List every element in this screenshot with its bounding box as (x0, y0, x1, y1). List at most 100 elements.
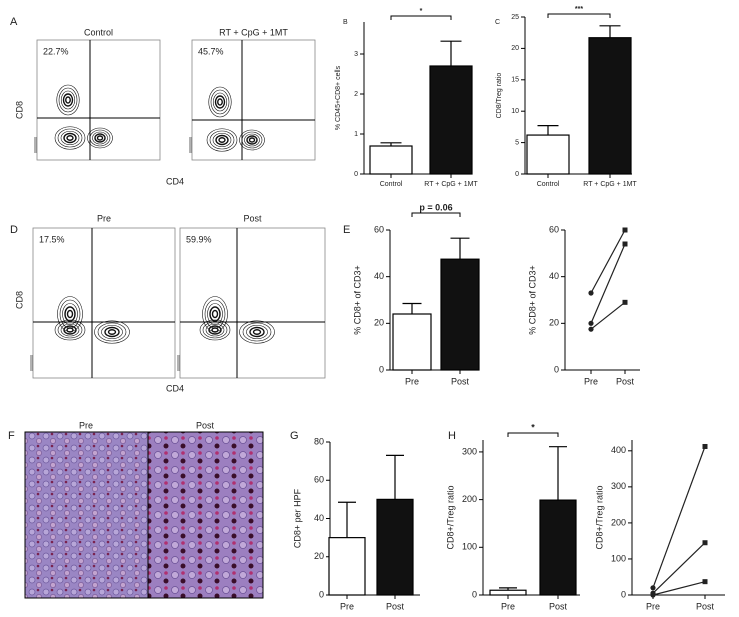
contour (215, 134, 229, 146)
plot-frame (191, 39, 316, 161)
y-tick-label: 60 (314, 475, 324, 485)
y-tick-label: 400 (611, 445, 626, 455)
contour (248, 137, 256, 143)
bar (392, 313, 432, 371)
histology-image (147, 431, 264, 599)
panel-letter: B (343, 19, 348, 26)
chart: H 0 100 200 300 CD8+/Treg ratio Pre Post * (445, 422, 580, 611)
bar (429, 65, 473, 175)
x-tick-label: Pre (584, 376, 598, 386)
contour (205, 323, 225, 337)
significance-label: p = 0.06 (419, 202, 452, 212)
x-tick-label: Post (549, 601, 568, 611)
contour (60, 90, 76, 110)
y-tick-label: 40 (549, 271, 559, 281)
contour (199, 319, 231, 341)
image-title: Post (196, 420, 215, 430)
plot-title: Pre (97, 213, 111, 223)
point (622, 241, 628, 247)
plot-title: RT + CpG + 1MT (219, 27, 288, 37)
y-tick-label: 0 (354, 171, 358, 178)
y-tick-label: 100 (611, 553, 626, 563)
x-tick-label: RT + CpG + 1MT (424, 181, 478, 188)
y-axis-label: % CD45+CD8+ cells (335, 65, 342, 130)
bar (328, 537, 366, 596)
y-tick-label: 300 (611, 481, 626, 491)
quadrant-percent: 22.7% (43, 46, 69, 56)
contour (104, 326, 120, 338)
contour (239, 320, 275, 344)
axis-label: CD4 (166, 383, 184, 393)
y-tick-label: 40 (314, 513, 324, 523)
quadrant-percent: 45.7% (198, 46, 224, 56)
chart: 0 20 40 60 % CD8+ of CD3+ Pre Post (527, 224, 640, 386)
contour (242, 322, 272, 342)
y-tick-label: 200 (611, 517, 626, 527)
plot-frame (32, 227, 176, 379)
y-tick-label: 10 (511, 108, 519, 115)
x-tick-label: Post (696, 601, 715, 611)
contour (54, 319, 86, 341)
y-tick-label: 100 (462, 542, 477, 552)
chart: E 0 20 40 60 % CD8+ of CD3+ Pre Post p = 0.06 (343, 202, 480, 386)
y-tick-label: 25 (511, 14, 519, 21)
contour (210, 89, 230, 115)
x-tick-label: RT + CpG + 1MT (583, 181, 637, 188)
y-axis-label: % CD8+ of CD3+ (527, 265, 537, 335)
y-axis-label: CD8+ per HPF (292, 488, 302, 548)
contour (58, 87, 78, 113)
plot-title: Control (84, 27, 113, 37)
contour (217, 98, 223, 106)
y-tick-label: 80 (314, 436, 324, 446)
contour (208, 325, 222, 335)
y-tick-label: 20 (314, 551, 324, 561)
axis-label: CD4 (166, 176, 184, 186)
y-tick-label: 20 (511, 45, 519, 52)
contour (246, 324, 268, 340)
significance-label: *** (575, 6, 583, 13)
contour (209, 306, 221, 322)
y-tick-label: 3 (354, 51, 358, 58)
contour (208, 86, 232, 118)
y-tick-label: 20 (374, 318, 384, 328)
y-tick-label: 0 (621, 589, 626, 599)
y-tick-label: 0 (515, 171, 519, 178)
contour (89, 129, 111, 147)
contour (87, 127, 113, 149)
point (650, 592, 656, 598)
y-tick-label: 0 (319, 589, 324, 599)
contour (66, 135, 74, 141)
contour (62, 303, 78, 325)
contour (249, 326, 265, 338)
contour (63, 325, 77, 335)
contour (211, 309, 219, 319)
contour (94, 133, 106, 143)
y-tick-label: 60 (549, 224, 559, 234)
x-tick-label: Pre (405, 376, 419, 386)
significance-bracket (411, 212, 461, 217)
contour (57, 128, 83, 148)
contour (66, 327, 74, 333)
x-tick-label: Control (537, 181, 560, 188)
image-title: Pre (79, 420, 93, 430)
contour (96, 135, 104, 141)
contour (212, 132, 232, 148)
bar (376, 498, 414, 596)
plot-frame (179, 227, 326, 379)
panel-letter: F (8, 430, 15, 442)
y-tick-label: 40 (374, 271, 384, 281)
series-line (652, 581, 706, 596)
axis-label: CD8 (14, 101, 24, 119)
point (702, 579, 708, 585)
contour (207, 303, 223, 325)
panel-letter: A (10, 16, 18, 28)
bar (588, 37, 632, 175)
contour (101, 324, 123, 340)
series-line (590, 243, 626, 324)
bar (526, 134, 570, 175)
x-tick-label: Pre (340, 601, 354, 611)
panel-letter: E (343, 224, 350, 236)
bar (539, 499, 577, 596)
y-tick-label: 300 (462, 446, 477, 456)
y-tick-label: 2 (354, 91, 358, 98)
